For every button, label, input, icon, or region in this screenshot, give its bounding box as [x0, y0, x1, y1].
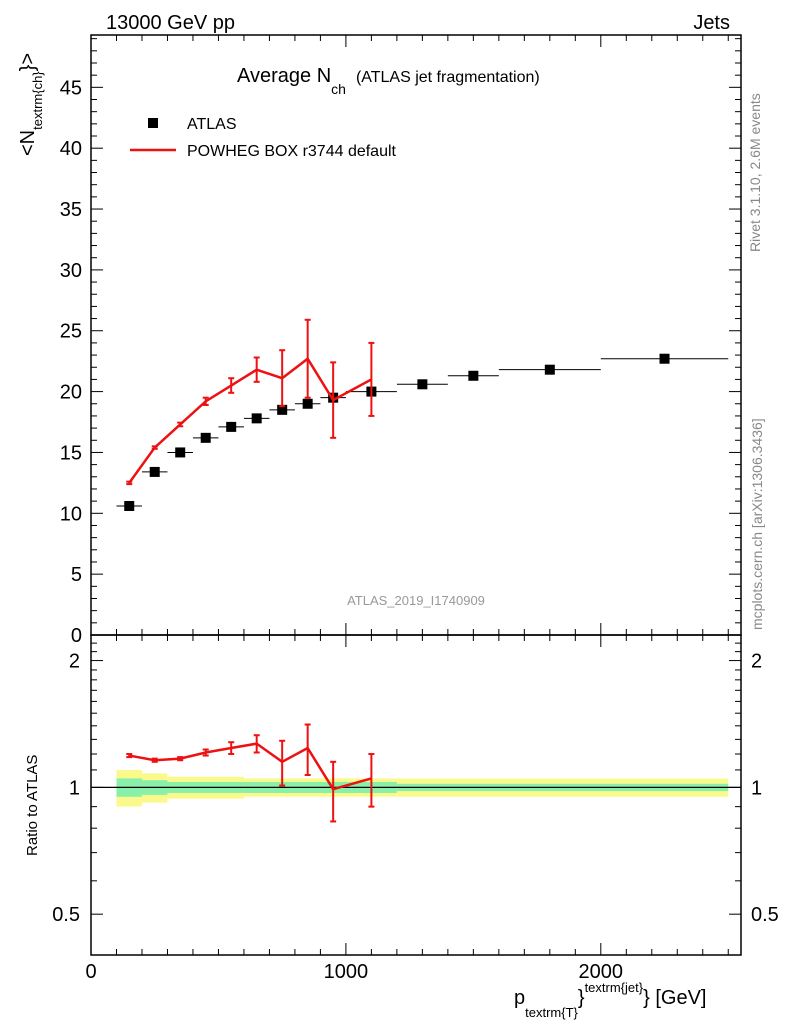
- ratio-tick-label-left: 0.5: [52, 904, 80, 926]
- analysis-watermark: ATLAS_2019_I1740909: [347, 593, 485, 608]
- ratio-tick-label-right: 2: [751, 651, 762, 673]
- y-tick-label: 5: [71, 564, 82, 586]
- xlabel-sub: textrm{T}: [525, 1005, 578, 1020]
- ratio-band-layer: [91, 769, 741, 807]
- tick-layer: 0 1000 2000 0 5 10 15 20 25 30 35 40 45 0.5 0.5 1 1 2 2: [52, 35, 779, 983]
- atlas-data-point: [124, 500, 135, 511]
- header-left: 13000 GeV pp: [106, 12, 235, 34]
- legend-powheg-label: POWHEG BOX r3744 default: [187, 143, 397, 160]
- x-tick-label: 0: [85, 961, 96, 983]
- ratio-tick-label-left: 1: [69, 777, 80, 799]
- xlabel-pre: p: [514, 987, 525, 1009]
- title-main: Average N: [237, 65, 331, 87]
- ratio-powheg-line: [129, 742, 372, 791]
- atlas-data-point: [659, 353, 670, 364]
- y-tick-label: 35: [60, 199, 82, 221]
- xlabel-sup: textrm{jet}: [585, 980, 644, 995]
- x-tick-label: 2000: [579, 961, 624, 983]
- atlas-data-point: [149, 466, 160, 477]
- ratio-tick-label-right: 1: [751, 777, 762, 799]
- ratio-frame: [90, 634, 742, 956]
- atlas-data-point: [544, 364, 555, 375]
- atlas-data-point: [226, 421, 237, 432]
- plot-title: Average Nch (ATLAS jet fragmentation): [237, 65, 540, 97]
- title-note: (ATLAS jet fragmentation): [356, 69, 540, 86]
- ylabel-pre: <N: [17, 130, 39, 156]
- data-layer: [116, 318, 729, 823]
- x-tick-label: 1000: [324, 961, 369, 983]
- x-axis-label: ptextrm{T}}textrm{jet}} [GeV]: [514, 980, 706, 1020]
- atlas-data-point: [302, 398, 313, 409]
- atlas-data-point: [417, 379, 428, 390]
- y-axis-label: <Ntextrm{ch}}>: [17, 53, 45, 156]
- y-tick-label: 30: [60, 260, 82, 282]
- atlas-data-point: [251, 413, 262, 424]
- xlabel-mid: }: [578, 987, 585, 1009]
- legend: ATLAS POWHEG BOX r3744 default: [130, 116, 397, 160]
- xlabel-post: } [GeV]: [643, 987, 706, 1009]
- ratio-y-axis-label: Ratio to ATLAS: [24, 755, 41, 856]
- ylabel-post: }>: [17, 53, 39, 71]
- atlas-data-point: [277, 404, 288, 415]
- powheg-line: [128, 356, 372, 484]
- header-right: Jets: [693, 12, 730, 34]
- mcplots-label: mcplots.cern.ch [arXiv:1306.3436]: [749, 418, 765, 630]
- atlas-data-point: [175, 447, 186, 458]
- y-tick-label: 10: [60, 503, 82, 525]
- legend-atlas-marker: [148, 118, 158, 128]
- ratio-tick-label-right: 0.5: [751, 904, 779, 926]
- y-tick-label: 25: [60, 321, 82, 343]
- ratio-tick-label-left: 2: [69, 651, 80, 673]
- y-tick-label: 45: [60, 77, 82, 99]
- y-tick-label: 40: [60, 138, 82, 160]
- y-tick-label: 0: [71, 625, 82, 647]
- rivet-label: Rivet 3.1.10, 2.6M events: [747, 93, 763, 252]
- atlas-data-point: [200, 432, 211, 443]
- atlas-data-point: [468, 370, 479, 381]
- title-sub: ch: [331, 81, 346, 97]
- y-tick-label: 15: [60, 442, 82, 464]
- legend-atlas-label: ATLAS: [187, 116, 237, 133]
- y-tick-label: 20: [60, 382, 82, 404]
- ylabel-sub: textrm{ch}: [30, 71, 45, 130]
